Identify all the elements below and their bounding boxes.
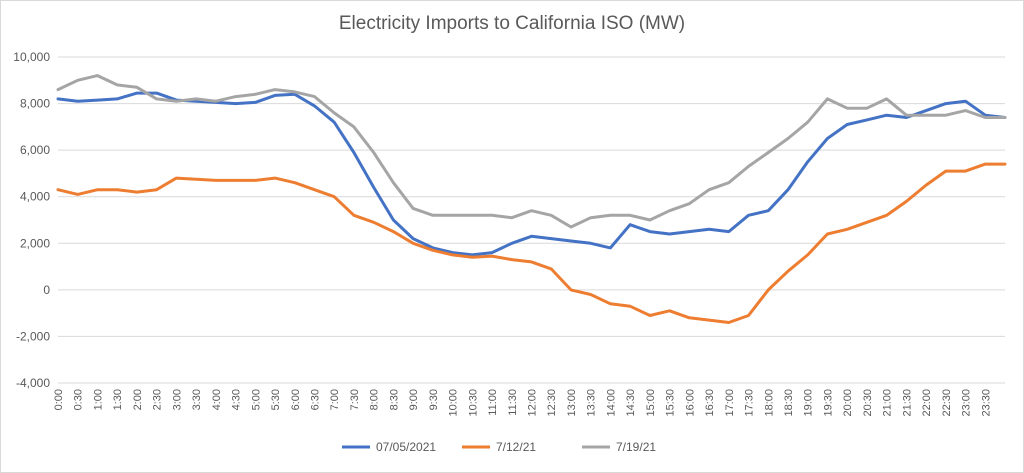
x-tick-label: 16:30 bbox=[704, 389, 716, 417]
x-tick-label: 0:00 bbox=[53, 389, 65, 410]
x-tick-label: 19:00 bbox=[803, 389, 815, 417]
x-tick-label: 4:00 bbox=[211, 389, 223, 410]
x-tick-label: 9:30 bbox=[428, 389, 440, 410]
legend: 07/05/2021 7/12/21 7/19/21 bbox=[342, 440, 656, 454]
x-tick-label: 6:00 bbox=[290, 389, 302, 410]
x-tick-label: 1:30 bbox=[112, 389, 124, 410]
x-tick-label: 7:30 bbox=[349, 389, 361, 410]
x-tick-label: 11:30 bbox=[507, 389, 519, 416]
x-tick-label: 20:30 bbox=[862, 389, 874, 417]
series-lines bbox=[56, 74, 1007, 324]
x-tick-label: 8:00 bbox=[369, 389, 381, 410]
y-axis-ticks: 10,000 8,000 6,000 4,000 2,000 0 -2,000 -4,000 bbox=[13, 50, 50, 390]
x-tick-label: 15:30 bbox=[665, 389, 677, 417]
x-tick-label: 5:30 bbox=[270, 389, 282, 410]
y-tick-label: 6,000 bbox=[20, 143, 50, 157]
x-tick-label: 22:30 bbox=[941, 389, 953, 417]
x-tick-label: 10:00 bbox=[448, 389, 460, 417]
gridlines bbox=[58, 56, 1005, 384]
x-tick-label: 4:30 bbox=[231, 389, 243, 410]
y-tick-label: -2,000 bbox=[16, 329, 50, 343]
x-tick-label: 17:00 bbox=[724, 389, 736, 417]
x-tick-label: 3:30 bbox=[191, 389, 203, 410]
y-tick-label: 2,000 bbox=[20, 236, 50, 250]
x-tick-label: 13:00 bbox=[566, 389, 578, 417]
x-tick-label: 19:30 bbox=[822, 389, 834, 417]
series-line-2 bbox=[56, 162, 1007, 324]
x-tick-label: 13:30 bbox=[586, 389, 598, 417]
x-tick-label: 11:00 bbox=[487, 389, 499, 416]
x-tick-label: 6:30 bbox=[309, 389, 321, 410]
x-tick-label: 23:00 bbox=[961, 389, 973, 417]
x-tick-label: 2:00 bbox=[132, 389, 144, 410]
series-line-1 bbox=[56, 91, 1007, 257]
x-tick-label: 21:00 bbox=[882, 389, 894, 417]
x-tick-label: 8:30 bbox=[388, 389, 400, 410]
x-tick-label: 20:00 bbox=[842, 389, 854, 417]
x-tick-label: 22:00 bbox=[921, 389, 933, 417]
legend-label: 7/19/21 bbox=[616, 440, 656, 454]
legend-label: 7/12/21 bbox=[496, 440, 536, 454]
x-tick-label: 14:30 bbox=[625, 389, 637, 417]
y-tick-label: 8,000 bbox=[20, 97, 50, 111]
x-tick-label: 23:30 bbox=[980, 389, 992, 417]
x-tick-label: 17:30 bbox=[744, 389, 756, 417]
x-tick-label: 12:00 bbox=[527, 389, 539, 417]
y-tick-label: 0 bbox=[43, 283, 50, 297]
y-tick-label: -4,000 bbox=[16, 376, 50, 390]
x-tick-label: 10:30 bbox=[467, 389, 479, 417]
y-tick-label: 4,000 bbox=[20, 190, 50, 204]
x-tick-label: 21:30 bbox=[901, 389, 913, 417]
x-tick-label: 15:00 bbox=[645, 389, 657, 417]
legend-label: 07/05/2021 bbox=[376, 440, 436, 454]
x-axis-ticks: 0:00 0:30 1:00 1:30 2:00 2:30 3:00 3:30 4:00 4:30… bbox=[53, 389, 992, 417]
x-tick-label: 0:30 bbox=[73, 389, 85, 410]
x-tick-label: 9:00 bbox=[408, 389, 420, 410]
x-tick-label: 16:00 bbox=[684, 389, 696, 417]
series-line-3 bbox=[56, 74, 1007, 229]
chart-title: Electricity Imports to California ISO (M… bbox=[338, 13, 686, 34]
y-tick-label: 10,000 bbox=[13, 50, 50, 64]
x-tick-label: 7:00 bbox=[329, 389, 341, 410]
x-tick-label: 1:00 bbox=[92, 389, 104, 410]
x-tick-label: 18:00 bbox=[763, 389, 775, 417]
x-tick-label: 18:30 bbox=[783, 389, 795, 417]
x-tick-label: 2:30 bbox=[152, 389, 164, 410]
x-tick-label: 14:00 bbox=[605, 389, 617, 417]
x-tick-label: 12:30 bbox=[546, 389, 558, 417]
x-tick-label: 3:00 bbox=[171, 389, 183, 410]
x-tick-label: 5:00 bbox=[250, 389, 262, 410]
